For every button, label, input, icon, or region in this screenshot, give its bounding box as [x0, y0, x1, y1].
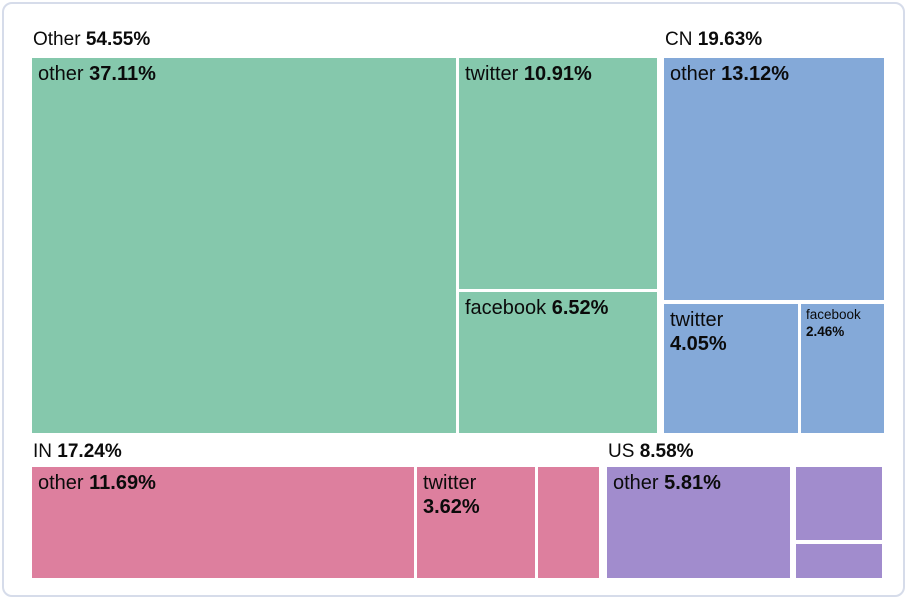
cell-value: 4.05% [670, 333, 727, 356]
cell-value: 10.91% [523, 63, 592, 85]
cell-value: 5.81% [664, 472, 721, 494]
cell-in-twitter[interactable]: twitter 3.62% [417, 467, 535, 578]
cell-value: 37.11% [89, 63, 156, 85]
cell-label: twitter [423, 472, 477, 494]
cell-label: other [670, 63, 716, 85]
group-label-in: IN 17.24% [33, 442, 122, 461]
cell-label: facebook [465, 297, 547, 319]
cell-label: twitter [670, 309, 724, 331]
group-value: 19.63% [697, 29, 763, 50]
group-value: 54.55% [85, 29, 151, 50]
group-label-other: Other 54.55% [33, 30, 150, 49]
cell-label: facebook [806, 307, 861, 322]
cell-label: other [613, 472, 659, 494]
cell-value: 11.69% [89, 472, 156, 494]
cell-cn-twitter[interactable]: twitter 4.05% [664, 304, 798, 433]
cell-us-other[interactable]: other 5.81% [607, 467, 790, 578]
cell-value: 13.12% [721, 63, 789, 85]
group-value: 17.24% [57, 441, 122, 462]
cell-other-other[interactable]: other 37.11% [32, 58, 456, 433]
cell-value: 3.62% [423, 496, 480, 519]
group-name: CN [665, 29, 693, 50]
cell-label: other [38, 63, 84, 85]
group-name: Other [33, 29, 81, 50]
cell-other-twitter[interactable]: twitter 10.91% [459, 58, 657, 289]
group-label-cn: CN 19.63% [665, 30, 762, 49]
cell-us-unlabeled-1[interactable] [796, 467, 882, 540]
cell-cn-facebook[interactable]: facebook 2.46% [801, 304, 884, 433]
cell-cn-other[interactable]: other 13.12% [664, 58, 884, 300]
group-name: IN [33, 441, 52, 462]
cell-us-unlabeled-2[interactable] [796, 544, 882, 578]
cell-label: twitter [465, 63, 519, 85]
group-value: 8.58% [639, 441, 694, 462]
cell-value: 2.46% [806, 323, 845, 339]
group-name: US [608, 441, 635, 462]
cell-other-facebook[interactable]: facebook 6.52% [459, 292, 657, 433]
cell-label: other [38, 472, 84, 494]
cell-in-unlabeled[interactable] [538, 467, 599, 578]
group-label-us: US 8.58% [608, 442, 694, 461]
cell-in-other[interactable]: other 11.69% [32, 467, 414, 578]
cell-value: 6.52% [551, 297, 609, 319]
